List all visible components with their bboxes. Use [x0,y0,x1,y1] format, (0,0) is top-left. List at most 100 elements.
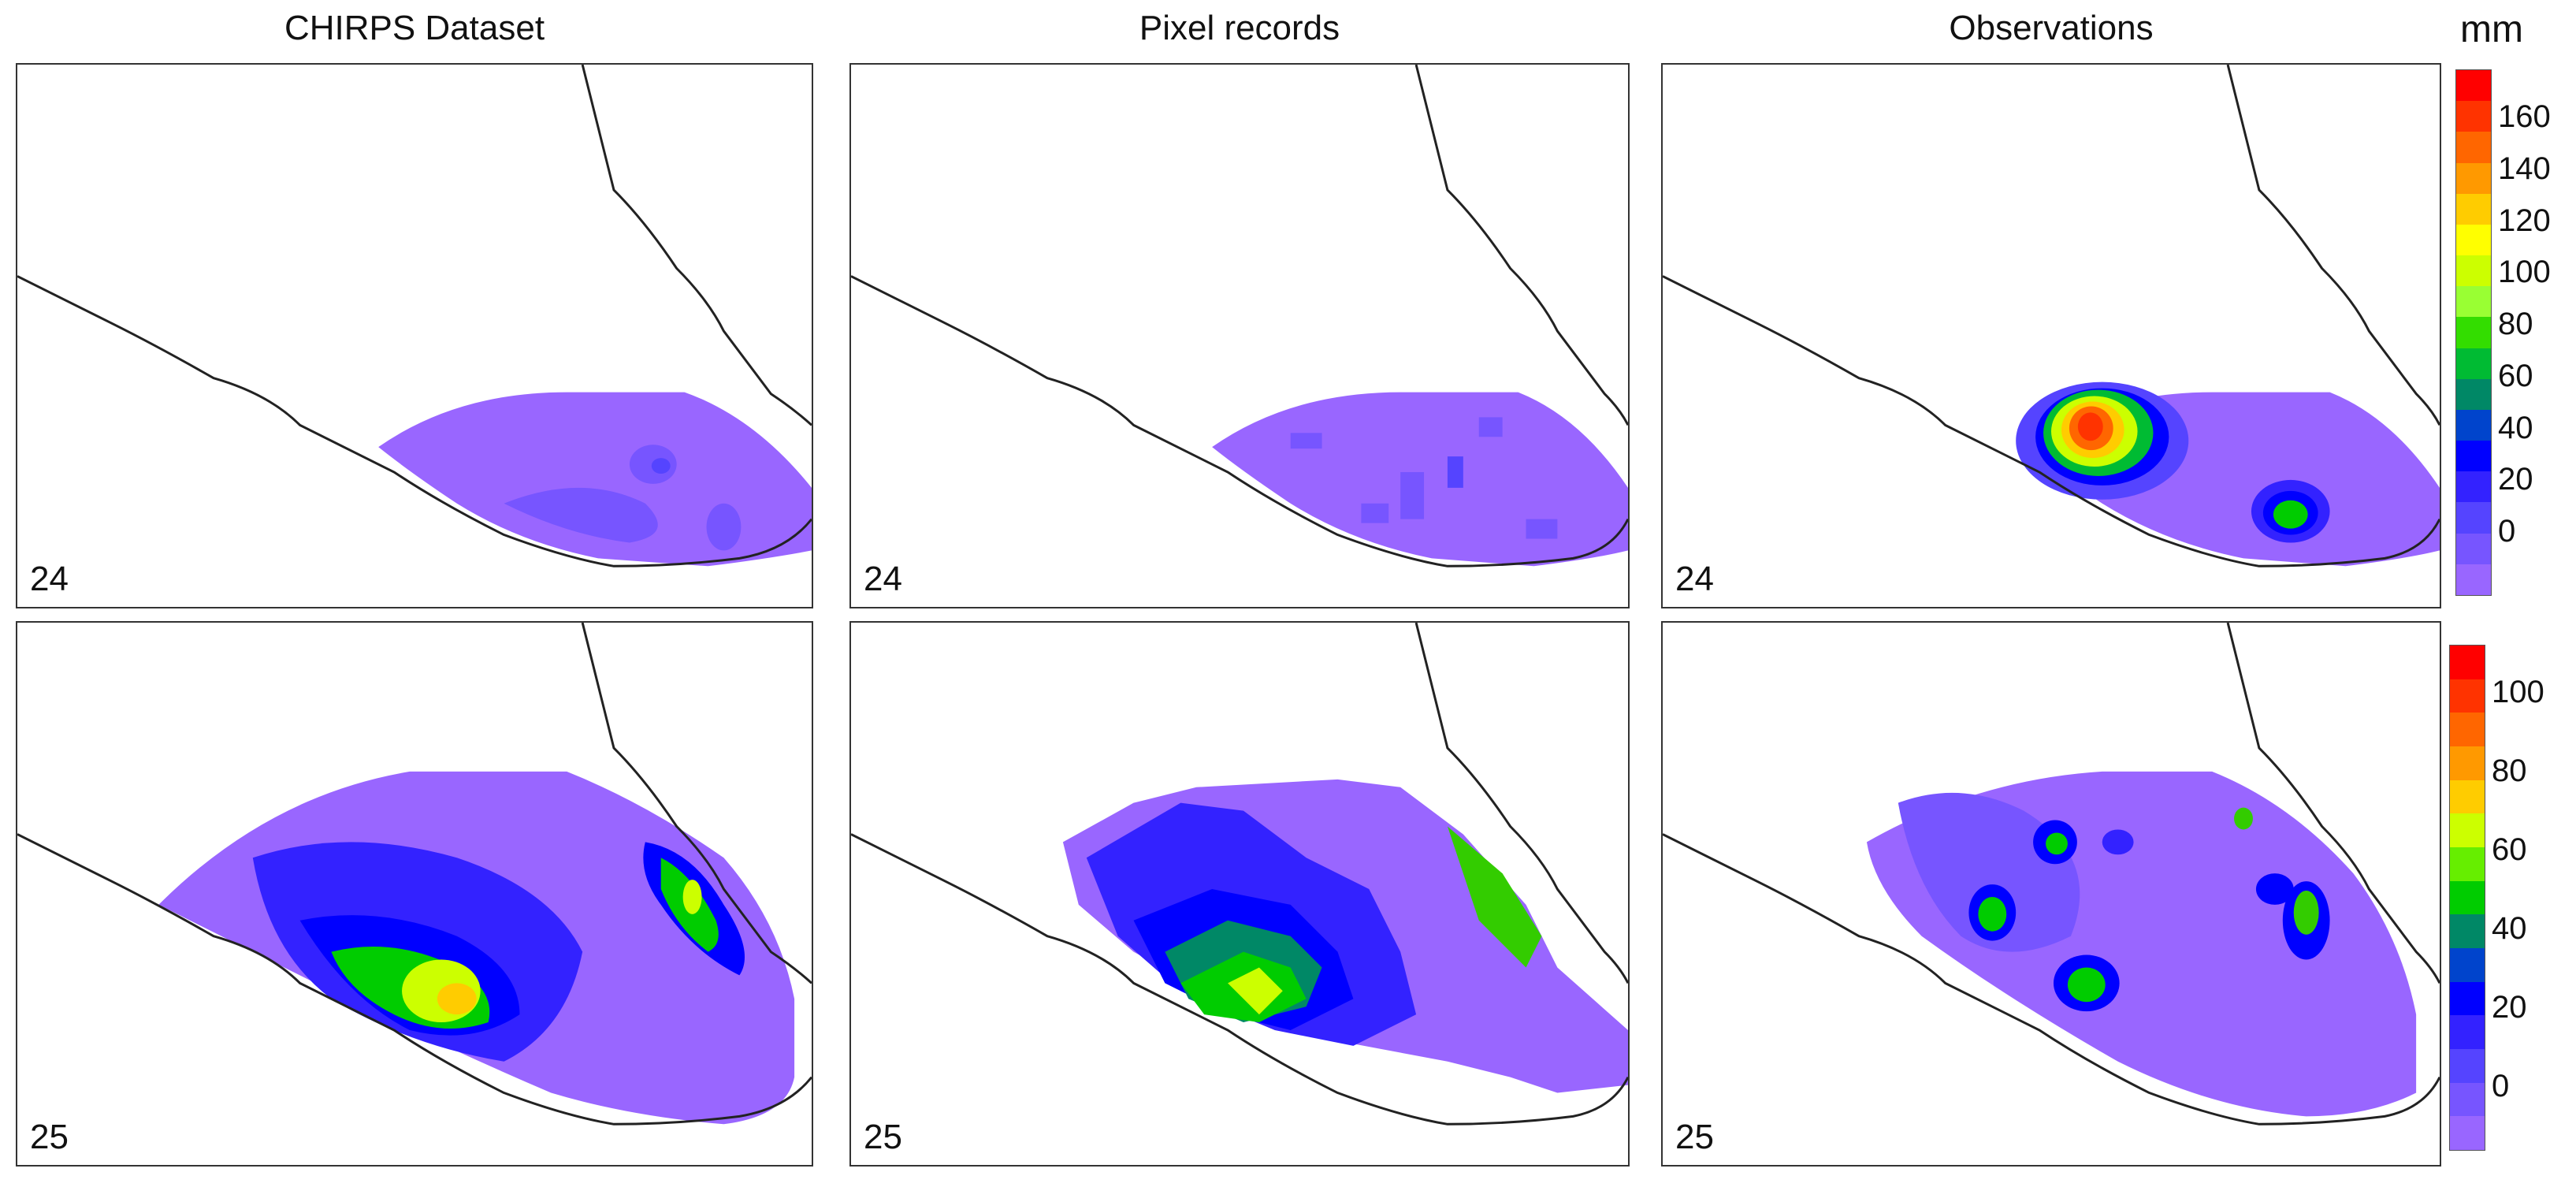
colorbar-tick-label: 40 [2498,410,2533,445]
map-chirps-25 [17,623,812,1126]
colorbar-swatch [2450,1015,2485,1049]
rain-field [1447,826,1542,968]
colorbar-swatch [2456,502,2491,534]
colorbar-swatch [2456,441,2491,472]
day-label: 25 [864,1118,902,1156]
map-obs-25 [1663,623,2440,1126]
rain-field [2234,807,2253,830]
map-obs-24 [1663,65,2440,567]
colorbar-swatch [2456,162,2491,194]
column-title-pixel-records: Pixel records [1139,9,1340,47]
colorbar-tick-label: 100 [2498,255,2551,290]
colorbar-tick-label: 40 [2492,911,2527,946]
colorbar-tick-label: 0 [2498,514,2516,549]
day-label: 24 [1675,560,1714,598]
colorbar-swatch [2450,646,2485,679]
colorbar-tick-label: 80 [2498,307,2533,341]
colorbar-swatch [2450,679,2485,713]
map-pixel-25 [851,623,1628,1126]
day-label: 24 [30,560,69,598]
rain-field [1400,471,1425,519]
coastline [1663,833,2440,1126]
colorbar-tick-label: 20 [2492,990,2527,1025]
column-title-chirps: CHIRPS Dataset [284,9,545,47]
colorbar-swatch [2450,813,2485,847]
rain-field [1228,967,1283,1015]
rain-field [2293,891,2319,935]
colorbar-swatch [2456,564,2491,595]
colorbar-swatch [2456,255,2491,287]
rain-field [2077,412,2103,441]
coastline [581,623,812,984]
colorbar-tick-label: 80 [2492,754,2527,788]
coastline [1414,623,1628,984]
map-panel-pixel-25: 25 [849,621,1630,1167]
coastline [581,65,812,426]
colorbar-top [2455,69,2492,596]
colorbar-swatch [2450,1048,2485,1083]
coastline [851,833,1628,1126]
colorbar-tick-label: 120 [2498,203,2551,238]
coastline [1663,275,2440,567]
colorbar-swatch [2450,981,2485,1016]
colorbar-tick-label: 160 [2498,99,2551,134]
colorbar-swatch [2450,914,2485,948]
colorbar-swatch [2450,947,2485,982]
colorbar-swatch [2456,193,2491,225]
colorbar-swatch [2450,780,2485,814]
colorbar-swatch [2456,286,2491,318]
map-panel-chirps-24: 24 [16,63,813,608]
rain-field [2102,829,2134,855]
rain-field [2067,967,2106,1003]
colorbar-swatch [2456,101,2491,132]
rain-field [1978,896,2007,932]
rain-field [2255,873,2294,905]
colorbar-swatch [2450,847,2485,881]
day-label: 25 [1675,1118,1714,1156]
rain-field [1898,792,2080,952]
rain-field [1290,433,1322,449]
map-panel-pixel-24: 24 [849,63,1630,608]
coastline [17,275,812,567]
colorbar-swatch [2456,317,2491,348]
colorbar-swatch [2456,409,2491,441]
map-panel-obs-24: 24 [1661,63,2441,608]
colorbar-swatch [2456,378,2491,410]
rain-field [2046,832,2068,855]
legend-unit: mm [2460,9,2523,50]
colorbar-swatch [2450,880,2485,915]
colorbar-swatch [2450,1082,2485,1117]
colorbar-tick-label: 20 [2498,462,2533,497]
rain-field [1447,456,1463,488]
day-label: 25 [30,1118,69,1156]
colorbar-swatch [2456,533,2491,564]
rain-field [651,458,671,474]
coastline [2226,623,2440,984]
rain-field [437,983,477,1015]
rain-field [1526,519,1558,539]
colorbar-swatch [2450,713,2485,746]
colorbar-swatch [2456,132,2491,163]
coastline [17,833,812,1126]
map-chirps-24 [17,65,812,567]
rain-field [682,880,702,914]
rain-field [504,487,658,543]
rain-field [378,392,812,567]
colorbar-swatch [2456,224,2491,256]
rain-field [706,503,742,551]
colorbar-tick-label: 140 [2498,151,2551,186]
colorbar-tick-label: 0 [2492,1069,2510,1103]
coastline [2226,65,2440,426]
coastline [1414,65,1628,426]
colorbar-swatch [2456,348,2491,379]
colorbar-bottom [2449,645,2485,1151]
day-label: 24 [864,560,902,598]
rain-field [1361,503,1389,523]
colorbar-tick-label: 100 [2492,675,2544,709]
map-panel-obs-25: 25 [1661,621,2441,1167]
colorbar-tick-label: 60 [2498,358,2533,393]
colorbar-swatch [2450,746,2485,780]
column-title-observations: Observations [1949,9,2154,47]
map-pixel-24 [851,65,1628,567]
rain-field [1478,417,1503,437]
